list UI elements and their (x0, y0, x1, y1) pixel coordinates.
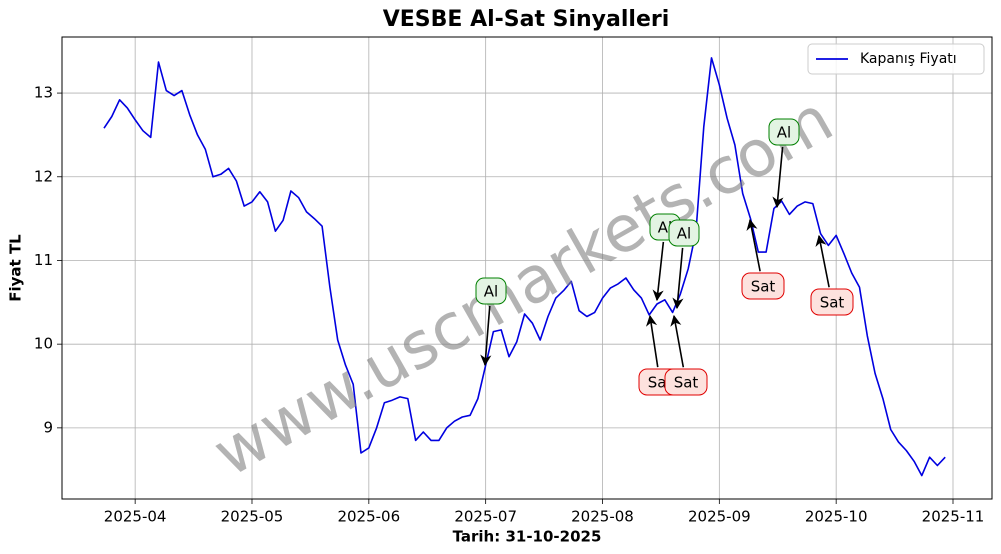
y-tick-label: 10 (34, 335, 53, 353)
grid: 9 10 11 12 13 2025-04 2025-05 2025-06 2025-07 202… (34, 37, 992, 526)
signal-label: Sat (751, 278, 776, 296)
signal-box (664, 368, 708, 396)
y-tick-label: 12 (34, 167, 53, 185)
x-tick-label: 2025-06 (337, 508, 400, 526)
chart-title: VESBE Al-Sat Sinyalleri (383, 7, 670, 32)
signal-arrow (652, 241, 665, 302)
legend: Kapanış Fiyatı (807, 43, 985, 75)
x-tick-label: 2025-09 (688, 508, 751, 526)
signal-label: Al (777, 124, 791, 142)
signal-box (741, 272, 785, 300)
x-tick-label: 2025-11 (922, 508, 985, 526)
signal-arrow (672, 247, 684, 310)
x-tick-label: 2025-10 (805, 508, 868, 526)
signal-box (810, 288, 854, 316)
x-tick-label: 2025-07 (454, 508, 517, 526)
x-tick-label: 2025-04 (104, 508, 167, 526)
x-tick-label: 2025-08 (571, 508, 634, 526)
signal-arrow (645, 314, 659, 368)
signal-label: Sat (820, 294, 845, 312)
plot (103, 57, 946, 477)
signal-label: Sat (674, 374, 699, 392)
signal-box (768, 118, 800, 146)
y-axis-label: Fiyat TL (7, 234, 25, 302)
signal-arrow (772, 146, 784, 209)
legend-box (807, 43, 985, 75)
y-tick-label: 13 (34, 84, 53, 102)
signal-box (668, 219, 700, 247)
signal-box (475, 277, 507, 305)
signal-arrow (670, 314, 685, 368)
legend-label: Kapanış Fiyatı (860, 51, 957, 67)
price-line (103, 57, 946, 477)
signal-label: Al (484, 283, 498, 301)
y-tick-label: 11 (34, 251, 53, 269)
signal-arrow (746, 218, 761, 272)
signal-arrow (480, 305, 492, 367)
y-tick-label: 9 (43, 418, 53, 436)
x-tick-label: 2025-05 (221, 508, 284, 526)
plot-frame (61, 36, 993, 500)
signal-label: Al (677, 225, 691, 243)
x-axis-label: Tarih: 31-10-2025 (453, 528, 602, 546)
signal-arrow (815, 234, 830, 288)
